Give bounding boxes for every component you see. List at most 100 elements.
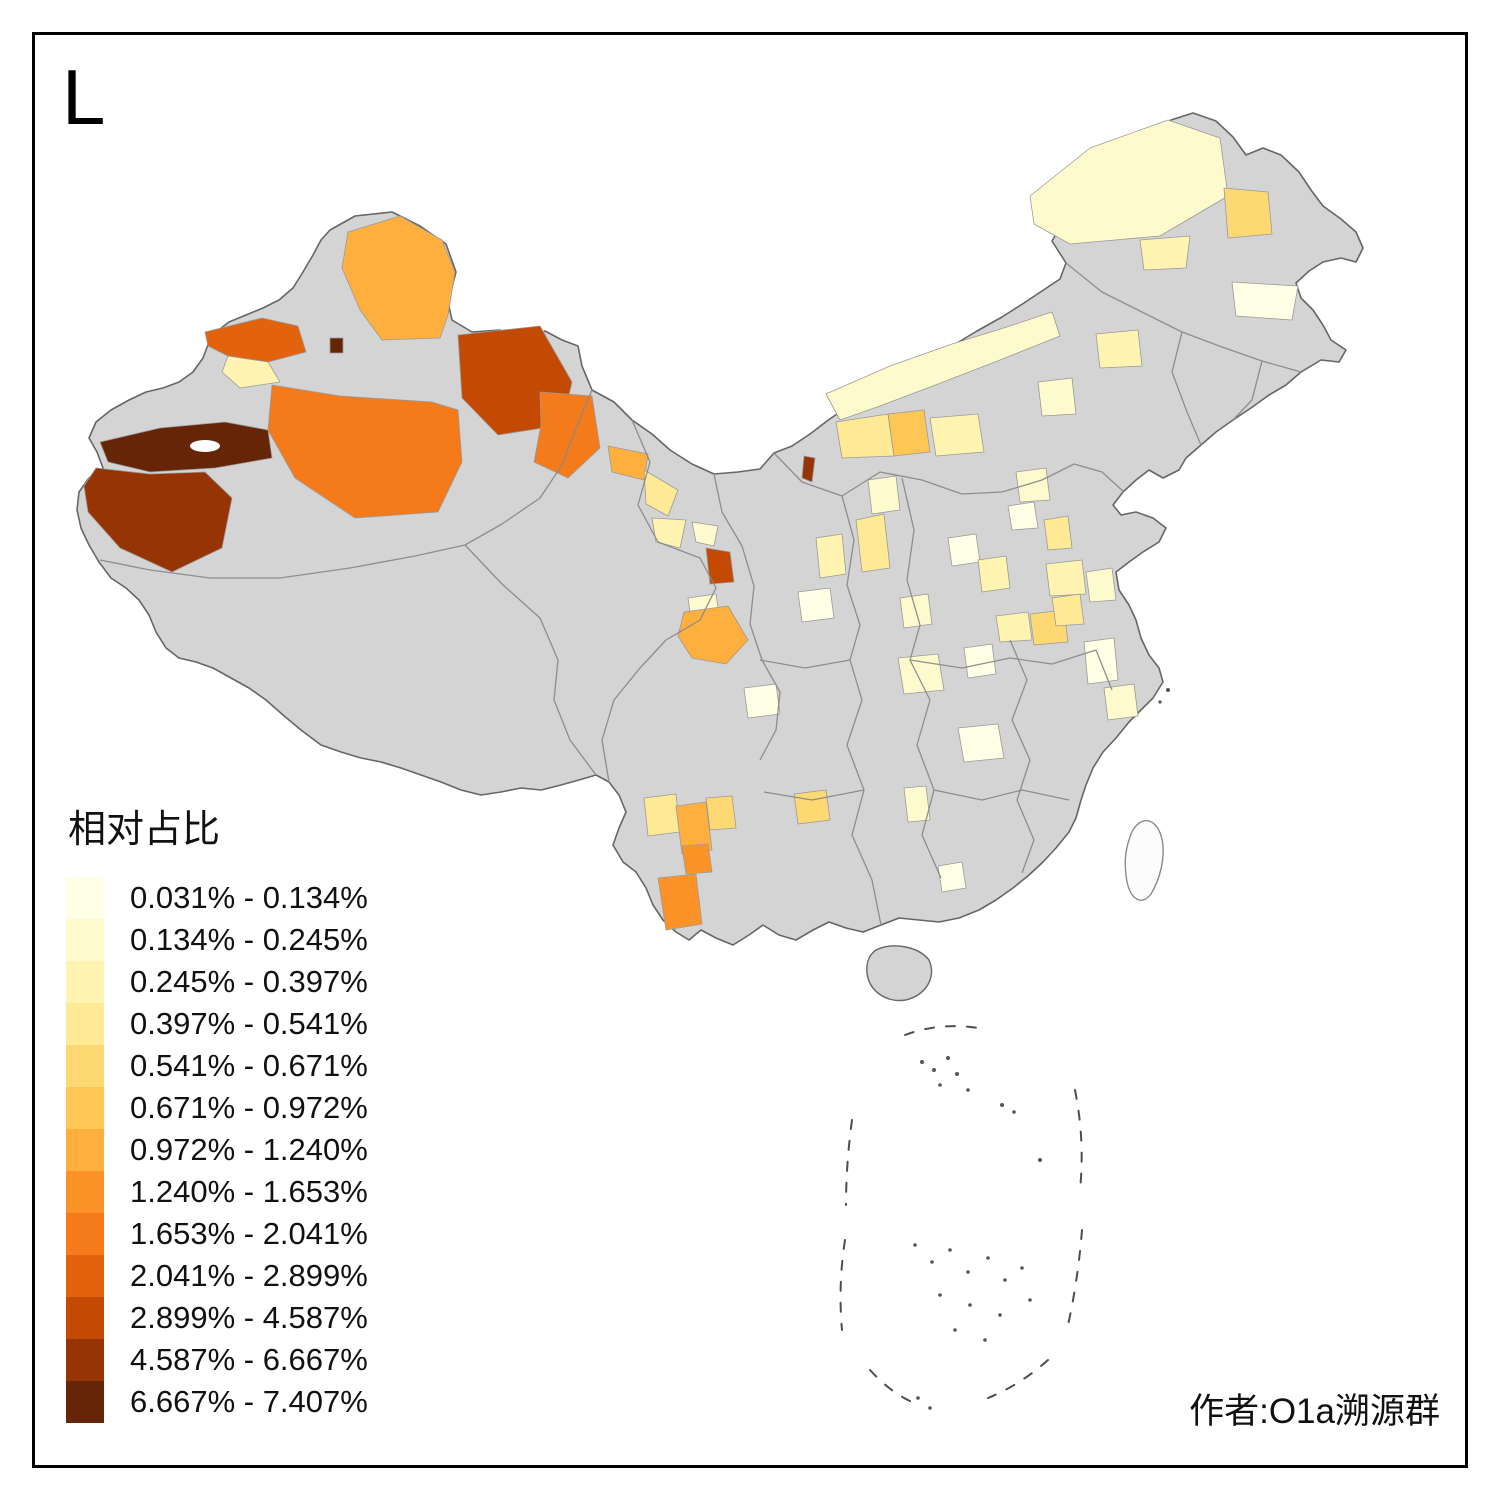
legend-item-label: 2.041% - 2.899% [130,1258,368,1293]
legend-item-label: 0.541% - 0.671% [130,1048,368,1083]
legend-item: 1.653% - 2.041% [66,1213,368,1255]
legend-item: 1.240% - 1.653% [66,1171,368,1213]
region-beijing-white [1007,501,1039,531]
plot-frame [32,32,1468,1468]
region-jiuquan-orange [607,445,649,481]
legend-item-label: 4.587% - 6.667% [130,1342,368,1377]
region-jiuquan-pale [643,469,679,517]
province-borders [99,262,1302,926]
legend-swatch [66,1339,104,1381]
legend-item-label: 0.397% - 0.541% [130,1006,368,1041]
south-china-sea-marks [839,1025,1083,1403]
region-kashgar-hotan [83,467,233,573]
legend-item-label: 0.031% - 0.134% [130,880,368,915]
legend-item: 2.041% - 2.899% [66,1255,368,1297]
region-shandong-pale2 [1085,567,1117,603]
region-henan-white [963,643,997,679]
region-ili-dark-spot [329,337,344,354]
region-heilongjiang-orange [1223,187,1273,239]
region-turpan-east [533,391,601,479]
region-inner-mongolia-band [825,311,1061,421]
legend-item-label: 6.667% - 7.407% [130,1384,368,1419]
region-yunnan-nw [643,793,681,837]
region-ningxia-pale [691,521,719,547]
region-nenjiang-pale [1095,329,1143,369]
legend-item-label: 0.134% - 0.245% [130,922,368,957]
swatch-rect [66,961,104,1003]
region-hebei-pale [1043,515,1073,551]
legend-swatch [66,1255,104,1297]
legend: 相对占比 0.031% - 0.134% 0.134% - 0.245% 0.2… [66,798,368,1423]
region-gansu-pale [651,517,687,549]
region-shanxi-strip [855,513,891,573]
swatch-rect [66,919,104,961]
legend-item-label: 2.899% - 4.587% [130,1300,368,1335]
region-chengdu-white [743,683,781,719]
legend-item-label: 1.653% - 2.041% [130,1216,368,1251]
legend-item-label: 0.245% - 0.397% [130,964,368,999]
region-im-east-pale [1037,377,1077,417]
region-ili [204,317,307,363]
legend-item: 0.972% - 1.240% [66,1129,368,1171]
region-kunming [681,843,713,875]
region-shandong-pale3 [1051,593,1085,627]
swatch-rect [66,1045,104,1087]
region-shanxi-pale [867,475,901,515]
region-im-left-pale [835,413,895,459]
region-hubei-pale [897,653,945,695]
region-fujian-pale [937,861,967,893]
region-hunan-pale [903,785,931,823]
page-title: L [62,53,106,141]
legend-swatch [66,919,104,961]
legend-swatch [66,1171,104,1213]
hainan-island [866,945,933,1002]
legend-swatch [66,1129,104,1171]
region-jiangsu-pale [1103,683,1139,721]
swatch-rect [66,1171,104,1213]
legend-item: 0.541% - 0.671% [66,1045,368,1087]
region-shandong-pale [1045,559,1087,597]
legend-swatch [66,1213,104,1255]
region-aksu [267,384,463,519]
legend-swatch [66,961,104,1003]
lake-in-kizilsu [190,440,220,452]
swatch-rect [66,1297,104,1339]
legend-item: 0.245% - 0.397% [66,961,368,1003]
region-shaanxi-pale [815,533,847,579]
region-yunnan-east [705,795,737,831]
region-shaanxi-white [797,587,835,623]
island-dots [913,688,1170,1410]
legend-item: 4.587% - 6.667% [66,1339,368,1381]
region-shizuishan [705,547,735,585]
region-yunnan-central [675,801,713,855]
region-heilongjiang-pale2 [1139,235,1191,271]
region-guizhou [793,789,831,825]
legend-swatch [66,1045,104,1087]
legend-item: 0.397% - 0.541% [66,1003,368,1045]
swatch-rect [66,877,104,919]
swatch-rect [66,1129,104,1171]
author-credit: 作者:O1a溯源群 [1189,1392,1440,1431]
swatch-rect [66,1339,104,1381]
legend-swatch [66,877,104,919]
swatch-rect [66,1003,104,1045]
region-hubei-white [957,723,1005,763]
value-regions [83,119,1299,931]
region-im-orange [887,409,931,457]
legend-item: 2.899% - 4.587% [66,1297,368,1339]
region-kizilsu [99,421,273,473]
legend-title: 相对占比 [68,809,221,851]
legend-item: 0.031% - 0.134% [66,877,368,919]
taiwan-island [1124,819,1164,901]
region-jilin-pale [1231,281,1299,321]
legend-swatch [66,1297,104,1339]
legend-swatch [66,1003,104,1045]
region-hohhot-sliver [801,455,816,483]
swatch-rect [66,1087,104,1129]
swatch-rect [66,1213,104,1255]
legend-item: 0.671% - 0.972% [66,1087,368,1129]
legend-swatch [66,1381,104,1423]
region-altay [341,215,456,341]
